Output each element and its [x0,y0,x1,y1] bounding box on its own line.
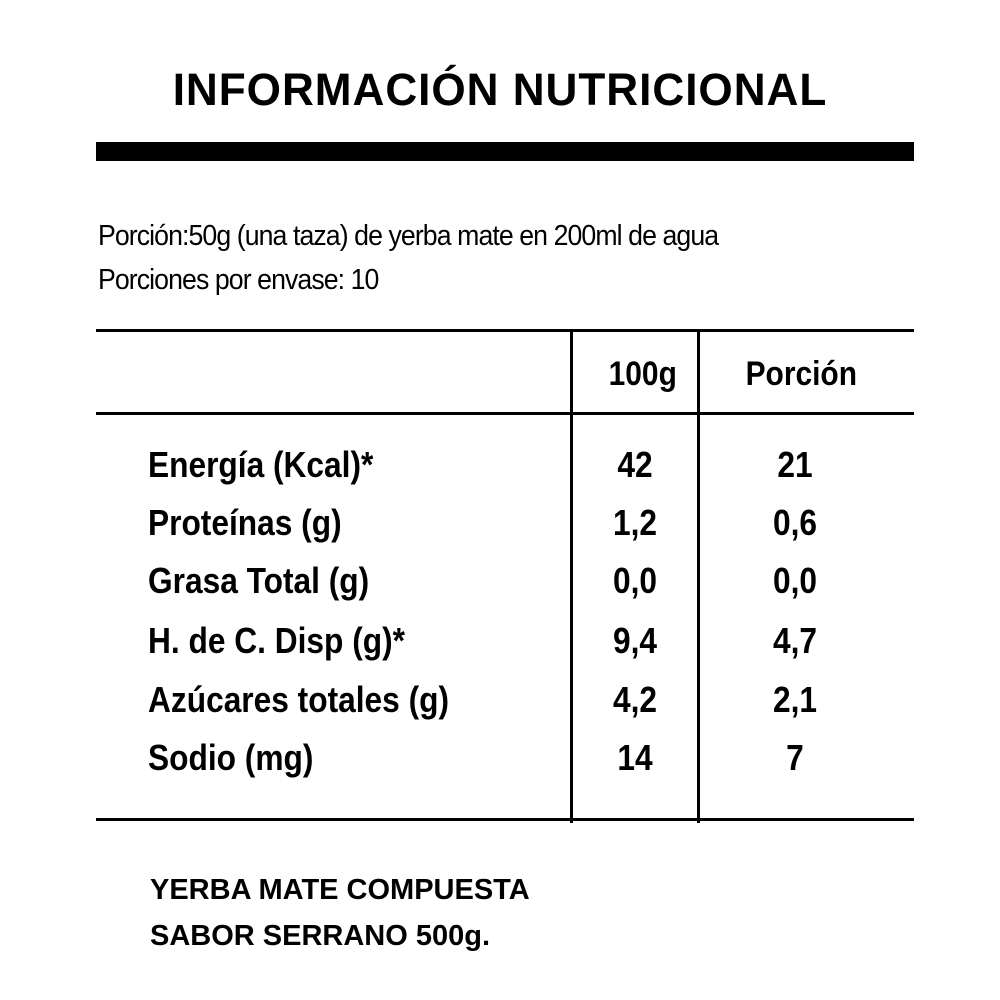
value-per-100g: 14 [617,737,653,778]
value-per-100g: 9,4 [612,620,658,661]
table-bottom-border [96,818,914,821]
value-per-portion: 0,6 [772,502,818,543]
table-row: Grasa Total (g) 0,0 0,0 [0,556,1000,614]
page-title: INFORMACIÓN NUTRICIONAL [172,64,828,115]
value-per-100g: 42 [617,444,653,485]
nutrient-label: Proteínas (g) [148,502,342,543]
serving-size-text: Porción:50g (una taza) de yerba mate en … [98,220,719,252]
value-per-100g: 0,0 [612,560,658,601]
value-per-portion: 7 [786,737,804,778]
column-divider-1 [570,331,573,823]
value-per-portion: 4,7 [772,620,818,661]
table-row: Proteínas (g) 1,2 0,6 [0,498,1000,556]
nutrient-label: Energía (Kcal)* [148,444,374,485]
nutrient-label: Sodio (mg) [148,737,314,778]
value-per-100g: 4,2 [612,679,658,720]
servings-per-container-text: Porciones por envase: 10 [98,264,379,296]
column-header-portion: Porción [745,355,857,393]
nutrient-label: Azúcares totales (g) [148,679,450,720]
product-name-line-1: YERBA MATE COMPUESTA [150,874,530,906]
title-divider-bar [96,142,914,161]
value-per-portion: 2,1 [772,679,818,720]
nutrient-label: H. de C. Disp (g)* [148,620,405,661]
column-divider-2 [697,331,700,823]
product-name-line-2: SABOR SERRANO 500g. [150,920,491,952]
table-header-divider [96,412,914,415]
table-row: Energía (Kcal)* 42 21 [0,440,1000,498]
column-header-100g: 100g [608,355,677,393]
table-top-border [96,329,914,332]
table-row: Azúcares totales (g) 4,2 2,1 [0,675,1000,733]
table-row: H. de C. Disp (g)* 9,4 4,7 [0,616,1000,674]
value-per-100g: 1,2 [612,502,658,543]
table-row: Sodio (mg) 14 7 [0,733,1000,791]
nutrient-label: Grasa Total (g) [148,560,370,601]
value-per-portion: 0,0 [772,560,818,601]
value-per-portion: 21 [777,444,813,485]
